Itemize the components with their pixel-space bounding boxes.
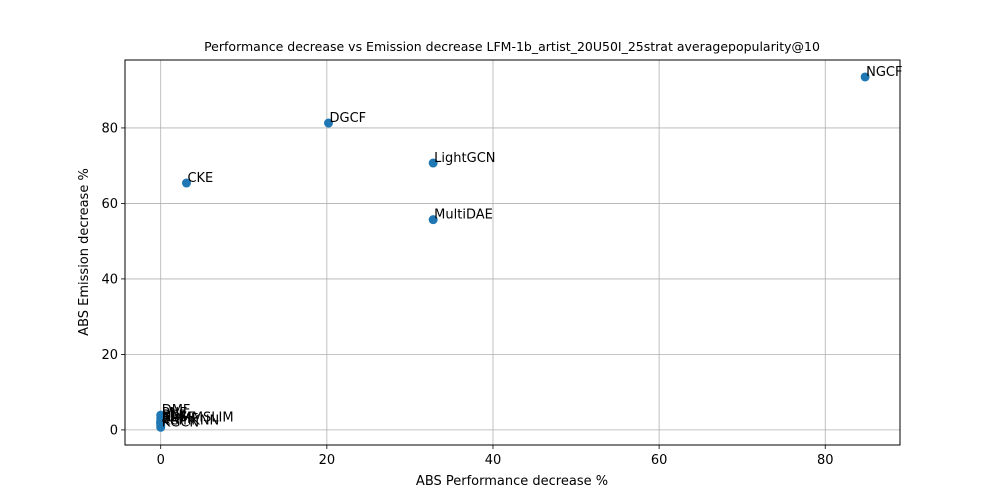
data-point	[428, 158, 438, 168]
data-point	[181, 178, 191, 188]
x-tick-label: 80	[817, 453, 834, 468]
x-axis-label: ABS Performance decrease %	[416, 474, 608, 489]
data-point-label: ENMF	[162, 412, 199, 427]
data-point-label: PNE	[162, 406, 188, 421]
data-point-label: ItemKNN	[162, 413, 220, 428]
data-point	[324, 118, 334, 128]
data-point-label: LightGCN	[434, 151, 495, 166]
chart-title: Performance decrease vs Emission decreas…	[204, 39, 820, 54]
data-point-label: CKE	[187, 171, 213, 186]
y-tick-label: 40	[101, 272, 118, 287]
y-tick-label: 60	[101, 197, 118, 212]
y-tick-label: 0	[110, 423, 118, 438]
x-tick-label: 0	[157, 453, 165, 468]
x-tick-label: 60	[651, 453, 668, 468]
data-points	[156, 72, 870, 432]
data-point	[428, 215, 438, 225]
axis-ticks: 0 20 40 60 80 0 20 40 60 80	[101, 121, 833, 468]
y-axis-label: ABS Emission decrease %	[77, 168, 92, 336]
x-tick-label: 20	[319, 453, 336, 468]
data-point-label: NGCF	[866, 65, 902, 80]
grid	[125, 60, 900, 445]
y-tick-label: 80	[101, 121, 118, 136]
data-labels: NGCF DGCF LightGCN CKE MultiDAE DMFPNEBPREASE…	[162, 65, 903, 430]
data-point	[156, 422, 166, 432]
data-point-label: ADMMSLIM	[162, 411, 234, 426]
data-point-label: MultiDAE	[434, 208, 493, 223]
data-point-label: BPR	[162, 408, 188, 423]
data-point	[860, 72, 870, 82]
data-point-label: KGCN	[162, 415, 199, 430]
data-point-label: DMF	[162, 403, 191, 418]
x-tick-label: 40	[485, 453, 502, 468]
data-point-label: NLS	[162, 410, 187, 425]
data-point-label: EASE	[162, 410, 196, 425]
y-tick-label: 20	[101, 348, 118, 363]
plot-frame	[124, 59, 901, 446]
data-point-label: DGCF	[330, 111, 367, 126]
